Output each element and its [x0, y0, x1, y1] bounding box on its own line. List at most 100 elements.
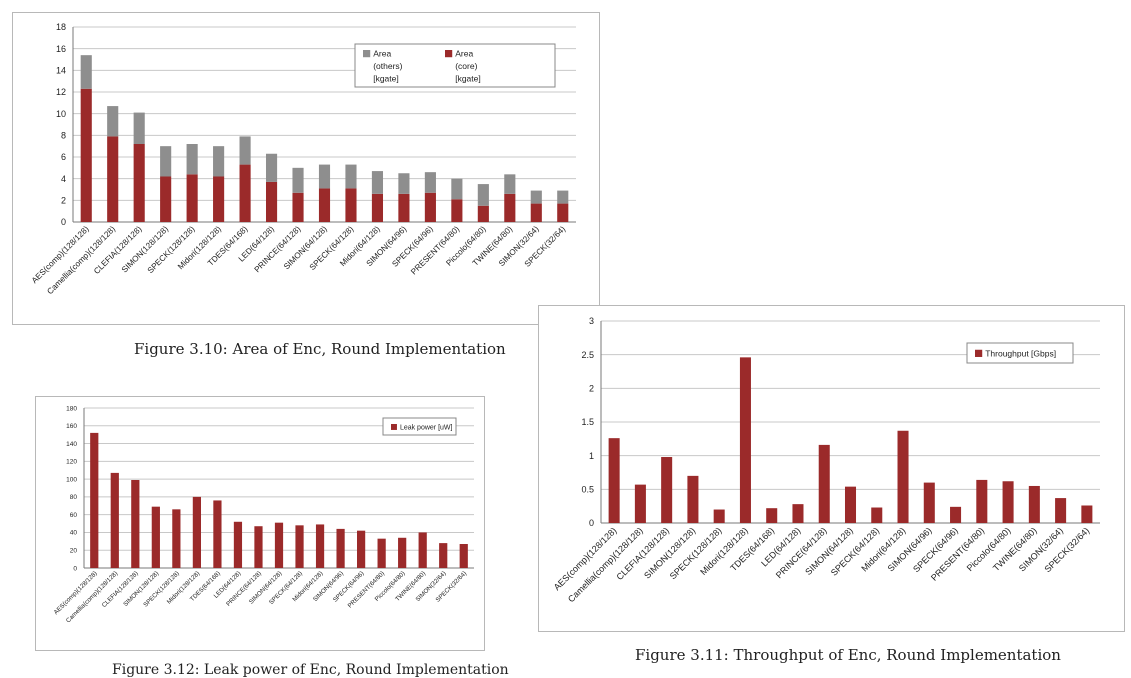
bar — [80, 88, 92, 222]
bar — [439, 543, 448, 568]
bar — [213, 176, 225, 222]
bar — [766, 508, 778, 523]
bar — [897, 430, 909, 523]
y-tick-label: 120 — [66, 459, 77, 466]
legend-swatch — [363, 50, 371, 58]
y-tick-label: 1.5 — [581, 417, 594, 427]
y-tick-label: 6 — [61, 152, 66, 162]
legend-label: (others) — [373, 61, 402, 71]
bar — [923, 482, 935, 523]
y-tick-label: 80 — [70, 494, 78, 501]
area-chart-panel: 0 2 4 6 8 10 12 14 16 18 AES(comp)(128/128) Camelli… — [12, 12, 600, 325]
bar — [172, 509, 181, 568]
y-tick-label: 20 — [70, 547, 78, 554]
bar — [107, 136, 119, 222]
bar — [1055, 498, 1067, 523]
y-tick-label: 4 — [61, 174, 66, 184]
bar — [424, 172, 436, 193]
y-tick-label: 60 — [70, 512, 78, 519]
y-tick-label: 0 — [589, 518, 594, 528]
bar — [151, 506, 160, 568]
throughput-chart: 00.511.522.53AES(comp)(128/128)Camellia(… — [552, 316, 1100, 604]
bar — [233, 521, 243, 568]
bar — [608, 438, 620, 523]
bar — [265, 181, 278, 222]
legend-label: [kgate] — [373, 74, 399, 84]
legend-swatch — [445, 50, 453, 58]
area-chart: 024681012141618AES(comp)(128/128)Camelli… — [30, 22, 576, 296]
bar — [713, 509, 725, 523]
leak-power-chart: 020406080100120140160180AES(comp)(128/12… — [53, 405, 474, 624]
bar — [792, 504, 804, 523]
y-tick-label: 3 — [589, 316, 594, 326]
bar — [424, 192, 436, 222]
y-tick-label: 180 — [66, 405, 77, 412]
legend-label: Leak power [uW] — [400, 424, 453, 431]
bar — [477, 184, 489, 206]
bar — [107, 106, 119, 137]
bar — [504, 174, 516, 194]
legend-swatch — [391, 424, 397, 430]
figure-caption-area: Figure 3.10: Area of Enc, Round Implemen… — [134, 340, 506, 358]
bar — [687, 475, 699, 523]
bar — [661, 457, 673, 523]
legend-box — [382, 417, 457, 436]
bar — [371, 171, 384, 194]
bar — [530, 190, 542, 204]
bar — [398, 193, 410, 222]
bar — [336, 528, 345, 568]
bar — [160, 176, 172, 222]
legend-box — [966, 342, 1074, 364]
bar — [451, 178, 463, 200]
legend-label: Area — [455, 49, 473, 59]
bar — [292, 192, 304, 222]
bar — [345, 164, 357, 189]
bar — [133, 144, 145, 222]
bar — [739, 357, 751, 523]
bar — [318, 188, 331, 222]
bar — [186, 174, 198, 222]
bar — [265, 153, 278, 182]
bar — [213, 500, 222, 568]
legend-box — [354, 43, 556, 88]
bar — [371, 193, 384, 222]
y-tick-label: 1 — [589, 451, 594, 461]
bar — [451, 199, 463, 222]
y-tick-label: 160 — [66, 423, 77, 430]
y-tick-label: 16 — [56, 44, 66, 54]
bar — [418, 532, 427, 568]
bar — [1028, 485, 1040, 523]
bar — [192, 496, 201, 568]
legend-swatch — [975, 349, 983, 357]
bar — [345, 188, 357, 222]
bar — [557, 203, 569, 222]
bar — [557, 190, 569, 204]
x-tick-label: PRESENT(64/80) — [347, 570, 386, 609]
bar — [133, 112, 145, 144]
y-tick-label: 40 — [70, 530, 78, 537]
y-tick-label: 2.5 — [581, 350, 594, 360]
bar — [292, 167, 304, 193]
figure-caption-leak: Figure 3.12: Leak power of Enc, Round Im… — [112, 662, 509, 678]
bar — [844, 486, 857, 523]
bar — [254, 526, 263, 568]
x-tick-label: PRINCE(64/128) — [253, 224, 303, 274]
throughput-chart-panel: 0 0.5 1 1.5 2 2.5 3 AES(comp)(128/128) Camellia(… — [538, 305, 1125, 632]
bar — [377, 538, 386, 568]
x-tick-label: CLEFIA(128/128) — [101, 570, 140, 609]
bar — [160, 146, 172, 177]
legend-label: Throughput [Gbps] — [985, 348, 1056, 358]
bar — [239, 164, 251, 222]
bar — [318, 164, 331, 189]
bar — [477, 205, 489, 222]
x-tick-label: SIMON(128/128) — [120, 224, 170, 274]
x-tick-label: CLEFIA(128/128) — [92, 224, 144, 276]
y-tick-label: 0.5 — [581, 484, 594, 494]
y-tick-label: 2 — [589, 383, 594, 393]
y-tick-label: 14 — [56, 65, 66, 75]
y-tick-label: 2 — [61, 195, 66, 205]
bar — [1081, 505, 1093, 523]
bar — [871, 507, 883, 523]
bar — [950, 506, 962, 523]
x-tick-label: SPECK(128/128) — [142, 570, 181, 609]
